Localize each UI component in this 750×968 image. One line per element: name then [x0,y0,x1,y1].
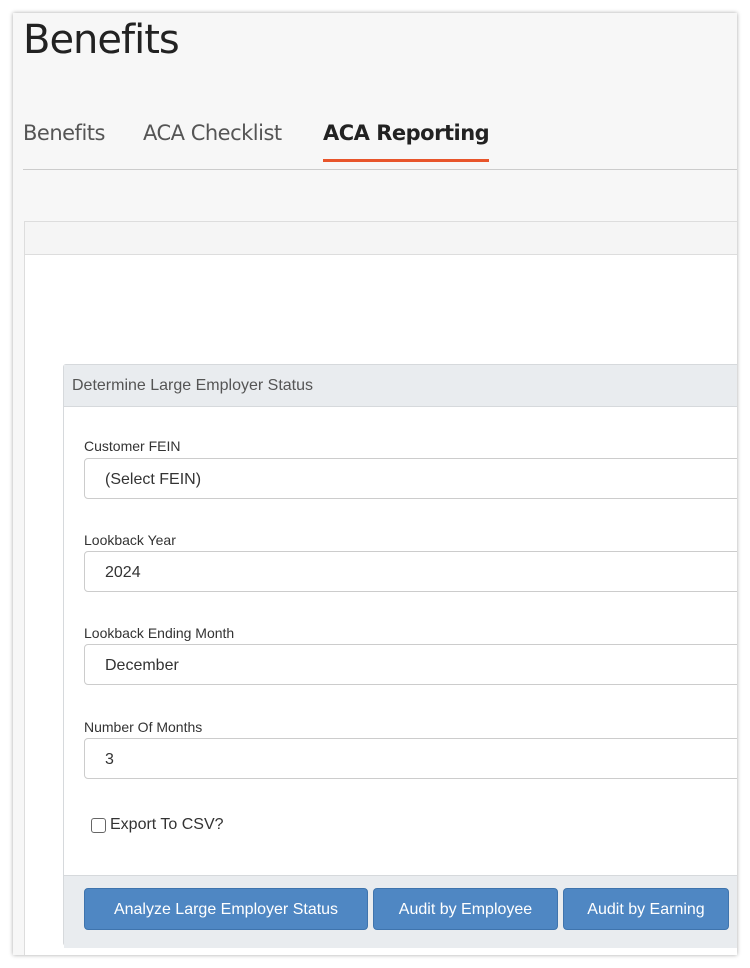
fein-select[interactable]: (Select FEIN) [84,458,737,499]
tab-bar: Benefits ACA Checklist ACA Reporting [23,117,737,170]
analyze-button[interactable]: Analyze Large Employer Status [84,888,368,930]
audit-by-employee-button[interactable]: Audit by Employee [373,888,558,930]
page: Benefits Benefits ACA Checklist ACA Repo… [13,13,737,955]
outer-panel-header [25,222,737,255]
outer-panel: Determine Large Employer Status Customer… [24,221,737,955]
tab-benefits[interactable]: Benefits [23,121,105,145]
page-title: Benefits [23,17,180,63]
export-csv-label: Export To CSV? [110,816,224,833]
large-employer-panel: Determine Large Employer Status Customer… [63,364,737,948]
lookback-month-select[interactable]: December [84,644,737,685]
lookback-year-input[interactable]: 2024 [84,551,737,592]
audit-by-earning-button[interactable]: Audit by Earning [563,888,729,930]
tab-aca-reporting[interactable]: ACA Reporting [323,121,490,162]
number-of-months-input[interactable]: 3 [84,738,737,779]
fein-label: Customer FEIN [84,438,181,454]
year-label: Lookback Year [84,532,176,548]
months-label: Number Of Months [84,719,203,735]
month-label: Lookback Ending Month [84,625,235,641]
panel-footer: Analyze Large Employer Status Audit by E… [64,875,737,948]
panel-title: Determine Large Employer Status [64,365,737,407]
export-csv-option[interactable]: Export To CSV? [91,816,224,834]
export-csv-checkbox[interactable] [91,817,106,833]
tab-aca-checklist[interactable]: ACA Checklist [143,121,282,145]
